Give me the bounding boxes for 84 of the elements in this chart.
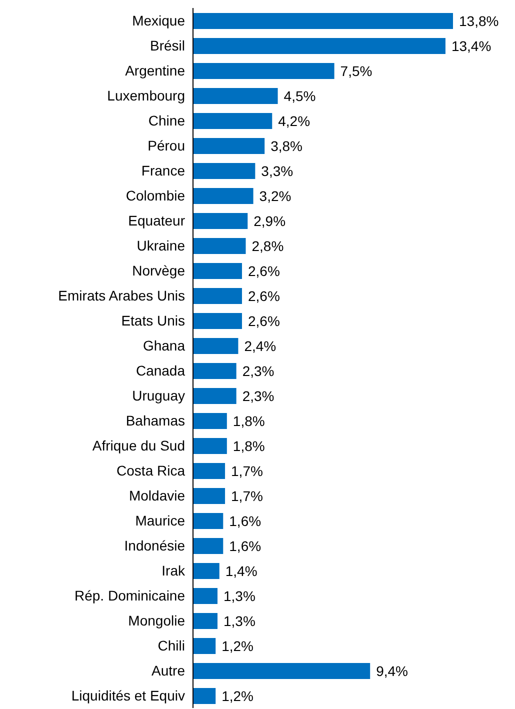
data-label: 1,2% (222, 638, 254, 654)
y-tick-label: Emirats Arabes Unis (58, 287, 185, 304)
data-label: 13,8% (459, 12, 499, 29)
data-label: 1,3% (223, 612, 256, 629)
bar (193, 113, 272, 129)
y-tick-label: Etats Unis (121, 312, 185, 328)
bar (193, 63, 334, 79)
data-label: 2,3% (242, 362, 274, 379)
bar (193, 363, 236, 379)
y-tick-label: Moldavie (128, 487, 186, 504)
data-label: 2,9% (254, 212, 286, 229)
data-label: 4,5% (284, 88, 316, 104)
bar (193, 188, 254, 204)
bar (193, 563, 220, 579)
bar (193, 263, 242, 279)
y-tick-label: Bahamas (126, 412, 185, 428)
data-label: 1,8% (232, 412, 265, 429)
bar (193, 588, 218, 604)
y-tick-label: Brésil (150, 37, 185, 54)
bar (193, 13, 453, 29)
y-tick-label: Mongolie (128, 612, 186, 628)
bar (193, 613, 218, 629)
data-label: 1,4% (225, 562, 258, 579)
y-tick-label: Uruguay (132, 387, 185, 404)
data-label: 1,6% (229, 538, 262, 554)
bar (193, 313, 242, 329)
data-label: 2,3% (242, 388, 274, 404)
bar (193, 513, 224, 529)
y-tick-label: Irak (162, 562, 186, 578)
bar (193, 413, 227, 429)
data-label: 2,8% (252, 238, 284, 254)
data-label: 9,4% (376, 662, 408, 679)
bar (193, 663, 370, 679)
bar (193, 688, 216, 704)
y-tick-label: Colombie (126, 187, 186, 204)
y-tick-label: Argentine (125, 62, 186, 78)
data-label: 1,2% (222, 688, 254, 704)
bar (193, 463, 226, 479)
y-tick-label: Ghana (142, 337, 186, 354)
data-label: 7,5% (340, 62, 372, 79)
y-tick-label: Afrique du Sud (92, 437, 185, 454)
data-label: 2,6% (248, 312, 280, 329)
y-tick-label: Pérou (148, 137, 185, 154)
data-label: 1,7% (231, 462, 263, 479)
y-tick-label: Liquidités et Equiv (71, 687, 185, 704)
data-label: 1,8% (232, 438, 265, 454)
data-label: 3,3% (261, 162, 294, 179)
data-label: 13,4% (451, 38, 492, 54)
y-tick-label: Chili (158, 637, 185, 654)
y-tick-label: Chine (148, 112, 186, 128)
data-label: 3,2% (259, 188, 292, 204)
y-tick-label: Canada (136, 362, 186, 378)
data-label: 2,6% (248, 288, 280, 304)
bar (193, 638, 216, 654)
bar (193, 163, 256, 179)
y-tick-label: Luxembourg (107, 87, 185, 104)
y-tick-label: Rép. Dominicaine (74, 587, 186, 604)
data-label: 1,6% (229, 512, 262, 529)
bar (193, 488, 226, 504)
y-tick-label: Mexique (132, 12, 186, 28)
bar (193, 538, 224, 554)
y-tick-label: Norvège (132, 262, 186, 278)
data-label: 3,8% (270, 138, 303, 154)
data-label: 2,6% (248, 262, 280, 279)
bar (193, 213, 248, 229)
data-label: 1,3% (223, 588, 256, 604)
bar (193, 338, 238, 354)
y-tick-label: Autre (152, 662, 186, 678)
y-tick-label: France (141, 162, 186, 178)
y-tick-label: Costa Rica (116, 462, 186, 478)
bar (193, 288, 242, 304)
bar (193, 238, 246, 254)
data-label: 1,7% (231, 488, 263, 504)
y-tick-label: Ukraine (136, 237, 186, 254)
data-label: 2,4% (244, 338, 276, 354)
y-tick-label: Maurice (135, 512, 186, 528)
bar (193, 38, 446, 54)
bar (193, 388, 236, 404)
bar (193, 138, 265, 154)
bar (193, 438, 227, 454)
y-tick-label: Equateur (128, 212, 186, 228)
data-label: 4,2% (278, 112, 310, 129)
bar (193, 88, 278, 104)
y-tick-label: Indonésie (124, 537, 186, 554)
